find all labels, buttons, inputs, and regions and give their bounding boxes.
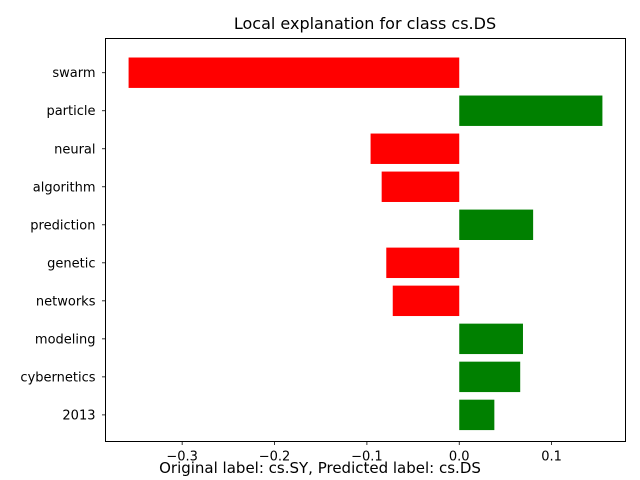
- bars-group: [128, 57, 603, 431]
- y-tick-label: modeling: [35, 332, 96, 347]
- x-tick-label: −0.2: [259, 450, 291, 465]
- bar-prediction: [459, 209, 534, 240]
- x-tick-label: −0.1: [351, 450, 383, 465]
- y-tick-label: prediction: [30, 218, 95, 233]
- bar-neural: [370, 133, 460, 164]
- bar-algorithm: [381, 171, 460, 202]
- y-tick-label: cybernetics: [20, 370, 95, 385]
- x-tick-label: 0.0: [449, 450, 470, 465]
- y-tick-label: 2013: [62, 408, 95, 423]
- y-axis-ticks: swarm particle neural algorithm prediction ge…: [20, 66, 106, 423]
- y-tick-label: genetic: [47, 256, 95, 271]
- chart-title: Local explanation for class cs.DS: [234, 14, 496, 33]
- bar-2013: [459, 399, 495, 431]
- y-tick-label: neural: [54, 142, 95, 157]
- x-tick-label: 0.1: [541, 450, 562, 465]
- bar-genetic: [386, 247, 460, 279]
- bar-swarm: [128, 57, 460, 88]
- x-tick-label: −0.3: [166, 450, 198, 465]
- bar-cybernetics: [459, 361, 521, 393]
- y-tick-label: networks: [36, 294, 96, 309]
- y-tick-label: swarm: [52, 66, 95, 81]
- plot-frame: [105, 38, 626, 442]
- label-caption: Original label: cs.SY, Predicted label: …: [159, 459, 481, 477]
- x-axis-ticks: −0.3 −0.2 −0.1 0.0 0.1: [166, 441, 562, 465]
- y-tick-label: particle: [46, 104, 95, 119]
- bar-modeling: [459, 323, 523, 355]
- bar-particle: [459, 95, 603, 126]
- y-tick-label: algorithm: [33, 180, 96, 195]
- bar-networks: [392, 285, 460, 317]
